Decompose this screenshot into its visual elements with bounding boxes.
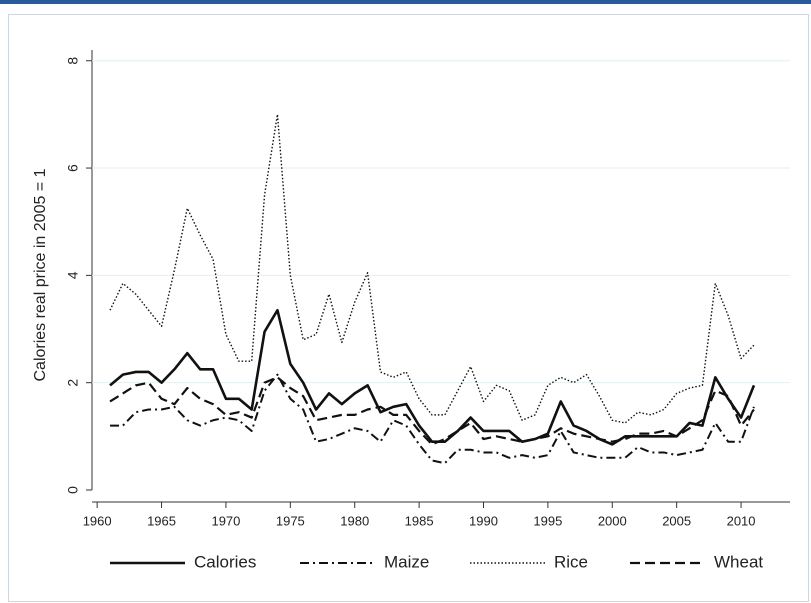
- frame: [8, 14, 809, 602]
- x-tick-label: 2000: [598, 513, 627, 528]
- x-tick-label: 1995: [533, 513, 562, 528]
- series-line: [109, 308, 756, 446]
- legend-label: Wheat: [714, 552, 763, 571]
- x-tick-label: 2010: [727, 513, 756, 528]
- x-tick-label: 1965: [147, 513, 176, 528]
- series-line: [109, 113, 755, 424]
- x-tick-label: 1970: [211, 513, 240, 528]
- y-tick-label: 0: [65, 486, 81, 494]
- legend-label: Calories: [194, 552, 256, 571]
- legend-label: Maize: [384, 552, 429, 571]
- series-line: [110, 373, 755, 465]
- x-tick-label: 1980: [340, 513, 369, 528]
- x-tick-label: 1985: [405, 513, 434, 528]
- x-tick-label: 1990: [469, 513, 498, 528]
- top-bar: [0, 0, 811, 4]
- x-tick-label: 1975: [276, 513, 305, 528]
- y-tick-label: 4: [65, 271, 81, 279]
- y-axis-label: Calories real price in 2005 = 1: [32, 168, 49, 381]
- legend-label: Rice: [554, 552, 588, 571]
- x-tick-label: 1960: [83, 513, 112, 528]
- series-line: [109, 376, 755, 446]
- y-tick-label: 6: [65, 164, 81, 172]
- y-tick-label: 8: [65, 57, 81, 65]
- x-tick-label: 2005: [662, 513, 691, 528]
- y-tick-label: 2: [65, 379, 81, 387]
